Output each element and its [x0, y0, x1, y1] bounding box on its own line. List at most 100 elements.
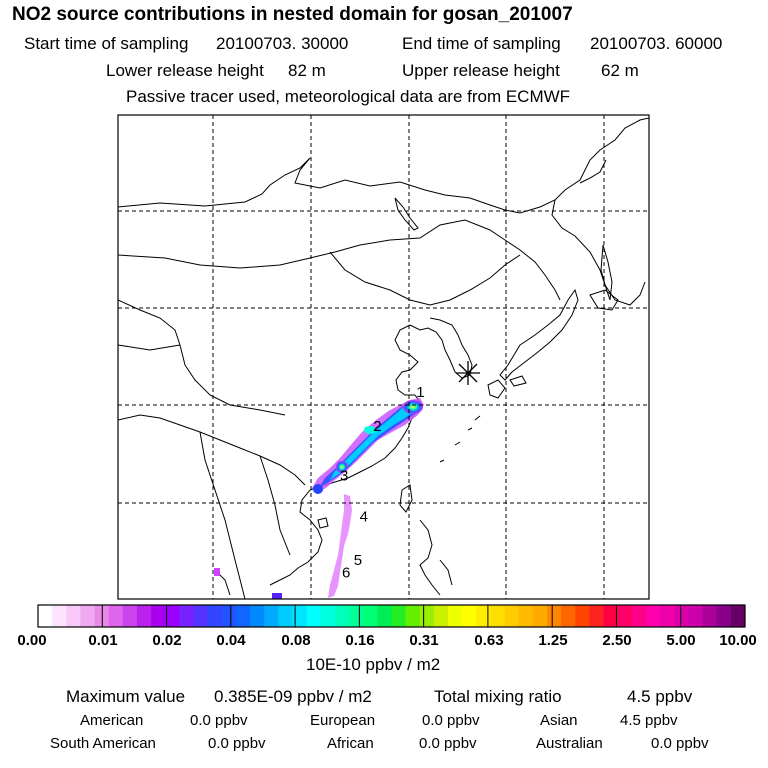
colorbar-swatch — [603, 605, 619, 627]
asian-value: 4.5 ppbv — [620, 712, 678, 729]
american-value: 0.0 ppbv — [190, 712, 248, 729]
trajectory-label: 4 — [360, 508, 368, 525]
colorbar-swatch — [575, 605, 590, 627]
asterisk-icon — [456, 361, 480, 385]
colorbar-swatch — [405, 605, 421, 627]
colorbar-swatch — [462, 605, 477, 627]
african-value: 0.0 ppbv — [419, 735, 477, 752]
colorbar-swatch — [730, 605, 746, 627]
lower-height-value: 82 m — [288, 61, 326, 80]
max-value: 0.385E-09 ppbv / m2 — [214, 687, 372, 706]
european-value: 0.0 ppbv — [422, 712, 480, 729]
colorbar-swatch — [108, 605, 124, 627]
start-time-label: Start time of sampling — [24, 34, 189, 53]
colorbar-tick-label: 5.00 — [666, 632, 696, 649]
colorbar-swatch — [547, 605, 562, 627]
colorbar-swatch — [292, 605, 308, 627]
colorbar-swatch — [646, 605, 661, 627]
colorbar-swatch — [448, 605, 463, 627]
total-mixing-value: 4.5 ppbv — [627, 687, 693, 706]
coastlines — [118, 117, 649, 599]
colorbar-swatch — [688, 605, 703, 627]
colorbar-swatch — [532, 605, 548, 627]
colorbar-swatch — [334, 605, 350, 627]
colorbar-swatch — [674, 605, 689, 627]
colorbar-swatch — [349, 605, 364, 627]
colorbar-swatch — [660, 605, 675, 627]
colorbar-tick-label: 0.63 — [474, 632, 504, 649]
colorbar-swatch — [589, 605, 604, 627]
upper-height-value: 62 m — [601, 61, 639, 80]
map-area — [118, 117, 649, 599]
south-american-value: 0.0 ppbv — [208, 735, 266, 752]
colorbar-swatch — [504, 605, 520, 627]
no2-plume — [214, 398, 424, 599]
colorbar-swatch — [193, 605, 209, 627]
upper-height-label: Upper release height — [402, 61, 560, 80]
max-value-label: Maximum value — [66, 687, 186, 706]
colorbar-swatch — [179, 605, 194, 627]
american-label: American — [80, 712, 144, 729]
trajectory-label: 5 — [354, 552, 362, 569]
colorbar-tick-label: 0.01 — [88, 632, 118, 649]
colorbar-swatch — [716, 605, 732, 627]
australian-value: 0.0 ppbv — [651, 735, 709, 752]
trajectory-label: 2 — [373, 418, 381, 435]
colorbar-frame — [37, 604, 746, 628]
colorbar-swatch — [250, 605, 265, 627]
colorbar-unit: 10E-10 ppbv / m2 — [306, 655, 441, 674]
lower-height-label: Lower release height — [106, 61, 264, 80]
colorbar-swatch — [122, 605, 138, 627]
colorbar-swatch — [151, 605, 166, 627]
colorbar-swatch — [419, 605, 435, 627]
south-american-label: South American — [50, 735, 156, 752]
graticule — [118, 115, 649, 599]
trajectory-label: 3 — [340, 468, 348, 485]
colorbar-swatch — [221, 605, 237, 627]
colorbar-tick-label: 1.25 — [538, 632, 568, 649]
tracer-note: Passive tracer used, meteorological data… — [126, 87, 571, 106]
end-time-value: 20100703. 60000 — [590, 34, 723, 53]
map-frame — [117, 114, 650, 600]
colorbar-swatch — [476, 605, 491, 627]
colorbar-tick-label: 10.00 — [719, 632, 757, 649]
colorbar — [37, 604, 746, 628]
colorbar-swatch — [320, 605, 336, 627]
map-title: NO2 source contributions in nested domai… — [12, 4, 573, 25]
colorbar-swatch — [207, 605, 223, 627]
colorbar-swatch — [80, 605, 95, 627]
asian-label: Asian — [540, 712, 578, 729]
trajectory-label: 1 — [416, 384, 424, 401]
colorbar-tick-label: 0.31 — [409, 632, 439, 649]
colorbar-tick-label: 0.08 — [281, 632, 311, 649]
colorbar-swatch — [617, 605, 633, 627]
colorbar-swatch — [306, 605, 322, 627]
colorbar-tick-label: 2.50 — [602, 632, 632, 649]
colorbar-swatch — [52, 605, 67, 627]
australian-label: Australian — [536, 735, 603, 752]
trajectory-labels: 1 2 3 4 56 — [340, 384, 425, 582]
total-mixing-label: Total mixing ratio — [434, 687, 562, 706]
european-label: European — [310, 712, 376, 729]
colorbar-swatch — [561, 605, 576, 627]
colorbar-tick-label: 0.00 — [17, 632, 47, 649]
colorbar-swatch — [702, 605, 718, 627]
colorbar-swatch — [391, 605, 407, 627]
colorbar-swatch — [363, 605, 378, 627]
colorbar-tick-label: 0.16 — [345, 632, 375, 649]
colorbar-swatch — [136, 605, 152, 627]
colorbar-swatch — [490, 605, 506, 627]
colorbar-swatch — [278, 605, 293, 627]
colorbar-swatch — [377, 605, 392, 627]
end-time-label: End time of sampling — [402, 34, 561, 53]
colorbar-swatch — [518, 605, 534, 627]
trajectory-label: 6 — [342, 565, 350, 582]
colorbar-tick-label: 0.04 — [216, 632, 246, 649]
colorbar-swatch — [433, 605, 449, 627]
african-label: African — [327, 735, 374, 752]
colorbar-swatch — [631, 605, 647, 627]
colorbar-swatch — [165, 605, 180, 627]
colorbar-swatch — [38, 605, 53, 627]
colorbar-tick-label: 0.02 — [152, 632, 182, 649]
